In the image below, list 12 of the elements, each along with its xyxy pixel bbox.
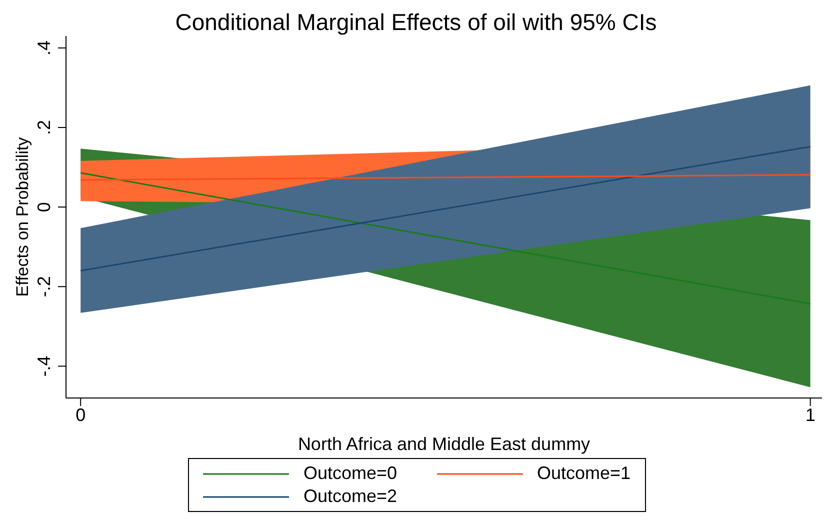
chart-title: Conditional Marginal Effects of oil with 95% CIs (174, 8, 658, 36)
x-axis-title: North Africa and Middle East dummy (298, 434, 590, 454)
y-tick-label: 0 (34, 202, 54, 212)
legend-label: Outcome=0 (303, 463, 397, 484)
legend-label: Outcome=2 (303, 486, 397, 507)
y-axis-title: Effects on Probability (13, 136, 32, 297)
y-tick-label: .4 (34, 40, 54, 56)
y-tick-label: -.2 (34, 276, 54, 298)
x-tick-label: 1 (805, 404, 816, 425)
legend-label: Outcome=1 (537, 463, 631, 484)
y-tick-label: -.4 (34, 356, 54, 377)
y-tick-label: .2 (34, 120, 54, 135)
